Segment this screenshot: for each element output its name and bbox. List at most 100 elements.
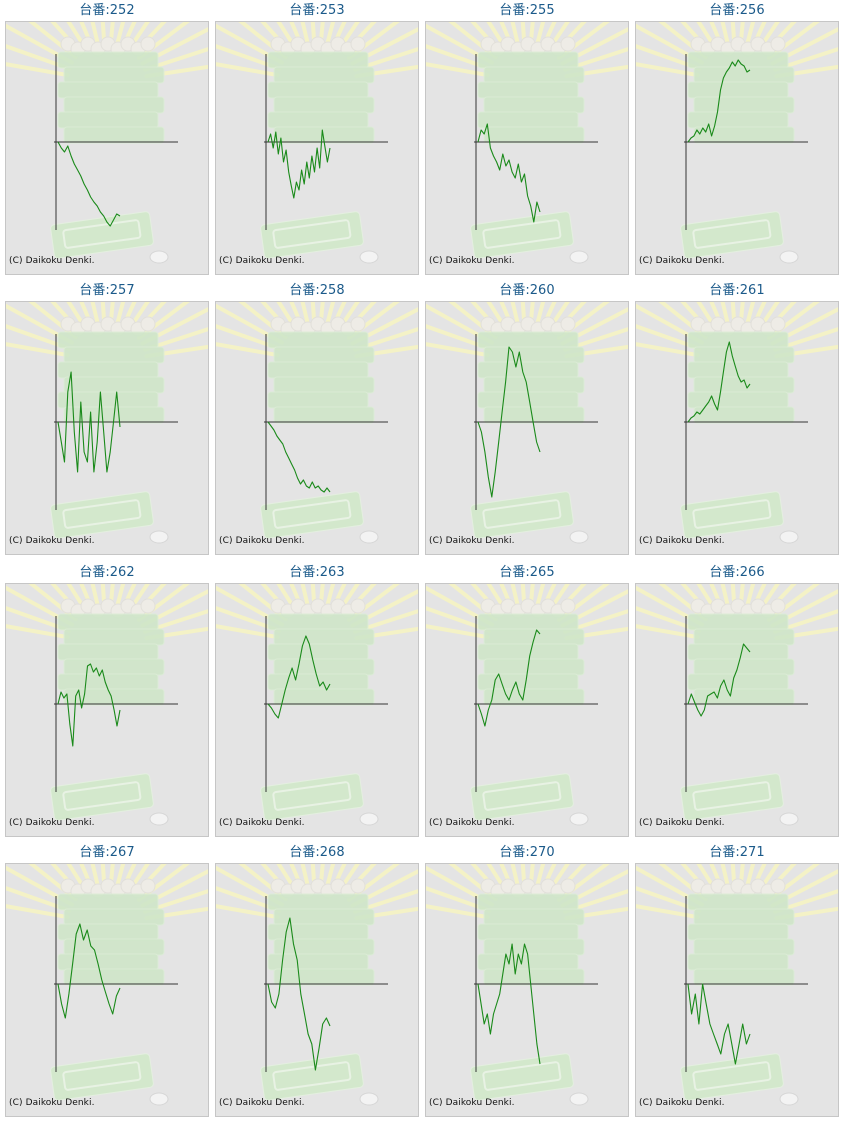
sunburst-ray	[773, 327, 838, 352]
ball-shape	[560, 598, 576, 614]
machine-number-title[interactable]: 台番:265	[499, 565, 555, 580]
machine-number-title[interactable]: 台番:267	[79, 845, 135, 860]
sunburst-ray	[331, 584, 347, 610]
sunburst-ray	[216, 23, 285, 65]
machine-card[interactable]: 台番:263 (C) Daikoku Denki.	[215, 562, 419, 838]
box-shape	[273, 968, 375, 986]
machine-number-title[interactable]: 台番:266	[709, 565, 765, 580]
tray-inner-shape	[272, 781, 352, 811]
sunburst-ray	[216, 44, 282, 71]
slump-graph	[426, 584, 628, 826]
machine-number-title[interactable]: 台番:256	[709, 3, 765, 18]
machine-card[interactable]: 台番:258 (C) Daikoku Denki.	[215, 280, 419, 556]
sunburst-ray	[709, 302, 724, 328]
machine-number-title[interactable]: 台番:255	[499, 3, 555, 18]
slump-graph-panel: (C) Daikoku Denki.	[5, 863, 209, 1117]
sunburst-ray	[426, 23, 495, 65]
box-shape	[63, 96, 165, 114]
sunburst-ray	[325, 864, 336, 888]
machine-card[interactable]: 台番:252 (C) Daikoku Denki.	[5, 0, 209, 276]
machine-number-title[interactable]: 台番:261	[709, 283, 765, 298]
slump-graph-panel: (C) Daikoku Denki.	[5, 301, 209, 555]
box-shape	[693, 688, 795, 706]
machine-card[interactable]: 台番:268 (C) Daikoku Denki.	[215, 842, 419, 1118]
sunburst-ray	[115, 584, 126, 608]
box-shape	[267, 923, 369, 941]
machine-number-title[interactable]: 台番:270	[499, 845, 555, 860]
machine-card[interactable]: 台番:265 (C) Daikoku Denki.	[425, 562, 629, 838]
sunburst-ray	[310, 22, 317, 45]
box-shape	[57, 331, 159, 349]
machine-number-title[interactable]: 台番:252	[79, 3, 135, 18]
tray-inner-shape	[62, 1061, 142, 1091]
sunburst-ray	[520, 302, 527, 325]
box-shape	[273, 688, 375, 706]
sunburst-ray	[66, 302, 88, 331]
machine-card[interactable]: 台番:267 (C) Daikoku Denki.	[5, 842, 209, 1118]
sunburst-ray	[300, 302, 310, 326]
sunburst-ray	[528, 864, 535, 887]
box-shape	[267, 331, 369, 349]
machine-card[interactable]: 台番:261 (C) Daikoku Denki.	[635, 280, 839, 556]
box-shape	[687, 81, 789, 99]
machine-number-title[interactable]: 台番:263	[289, 565, 345, 580]
sunburst-ray	[426, 342, 490, 358]
sunburst-ray	[66, 584, 88, 613]
machine-card[interactable]: 台番:271 (C) Daikoku Denki.	[635, 842, 839, 1118]
box-shape	[483, 658, 585, 676]
sunburst-ray	[510, 22, 520, 46]
background-illustration	[6, 302, 208, 544]
sunburst-ray	[108, 864, 115, 887]
machine-number-title[interactable]: 台番:271	[709, 845, 765, 860]
ball-shape	[140, 316, 156, 332]
sunburst-ray	[79, 302, 94, 328]
slump-line	[57, 141, 121, 227]
sunburst-ray	[541, 302, 557, 328]
sunburst-ray	[745, 302, 756, 326]
box-shape	[687, 331, 789, 349]
sunburst-ray	[216, 865, 285, 907]
box-shape	[693, 658, 795, 676]
box-shape	[63, 346, 165, 364]
sunburst-ray	[636, 324, 702, 351]
machine-card[interactable]: 台番:260 (C) Daikoku Denki.	[425, 280, 629, 556]
machine-number-title[interactable]: 台番:268	[289, 845, 345, 860]
machine-number-title[interactable]: 台番:262	[79, 565, 135, 580]
machine-card[interactable]: 台番:262 (C) Daikoku Denki.	[5, 562, 209, 838]
machine-number-title[interactable]: 台番:260	[499, 283, 555, 298]
machine-card[interactable]: 台番:270 (C) Daikoku Denki.	[425, 842, 629, 1118]
sunburst-ray	[6, 303, 75, 345]
sunburst-ray	[121, 22, 137, 48]
slump-graph-panel: (C) Daikoku Denki.	[215, 863, 419, 1117]
machine-card[interactable]: 台番:266 (C) Daikoku Denki.	[635, 562, 839, 838]
box-shape	[57, 361, 159, 379]
sunburst-ray	[535, 22, 546, 46]
sunburst-ray	[426, 886, 492, 913]
machine-number-title[interactable]: 台番:253	[289, 3, 345, 18]
tray-shape	[260, 211, 364, 259]
sunburst-ray	[353, 609, 418, 634]
box-shape	[63, 968, 165, 986]
sunburst-ray	[426, 624, 490, 640]
machine-number-title[interactable]: 台番:257	[79, 283, 135, 298]
sunburst-ray	[720, 302, 730, 326]
machine-card[interactable]: 台番:253 (C) Daikoku Denki.	[215, 0, 419, 276]
box-shape	[57, 893, 159, 911]
slump-graph-panel: (C) Daikoku Denki.	[215, 301, 419, 555]
machine-card[interactable]: 台番:255 (C) Daikoku Denki.	[425, 0, 629, 276]
sunburst-ray	[528, 302, 535, 325]
box-shape	[273, 628, 375, 646]
machine-number-title[interactable]: 台番:258	[289, 283, 345, 298]
sunburst-ray	[331, 302, 347, 328]
copyright-text: (C) Daikoku Denki.	[9, 818, 95, 828]
slump-line	[267, 129, 331, 199]
slump-graph-panel: (C) Daikoku Denki.	[425, 583, 629, 837]
copyright-text: (C) Daikoku Denki.	[219, 818, 305, 828]
machine-card[interactable]: 台番:257 (C) Daikoku Denki.	[5, 280, 209, 556]
sunburst-ray	[6, 904, 70, 920]
box-shape	[477, 613, 579, 631]
sunburst-ray	[636, 44, 702, 71]
machine-card[interactable]: 台番:256 (C) Daikoku Denki.	[635, 0, 839, 276]
box-shape	[687, 673, 789, 691]
box-shape	[273, 658, 375, 676]
